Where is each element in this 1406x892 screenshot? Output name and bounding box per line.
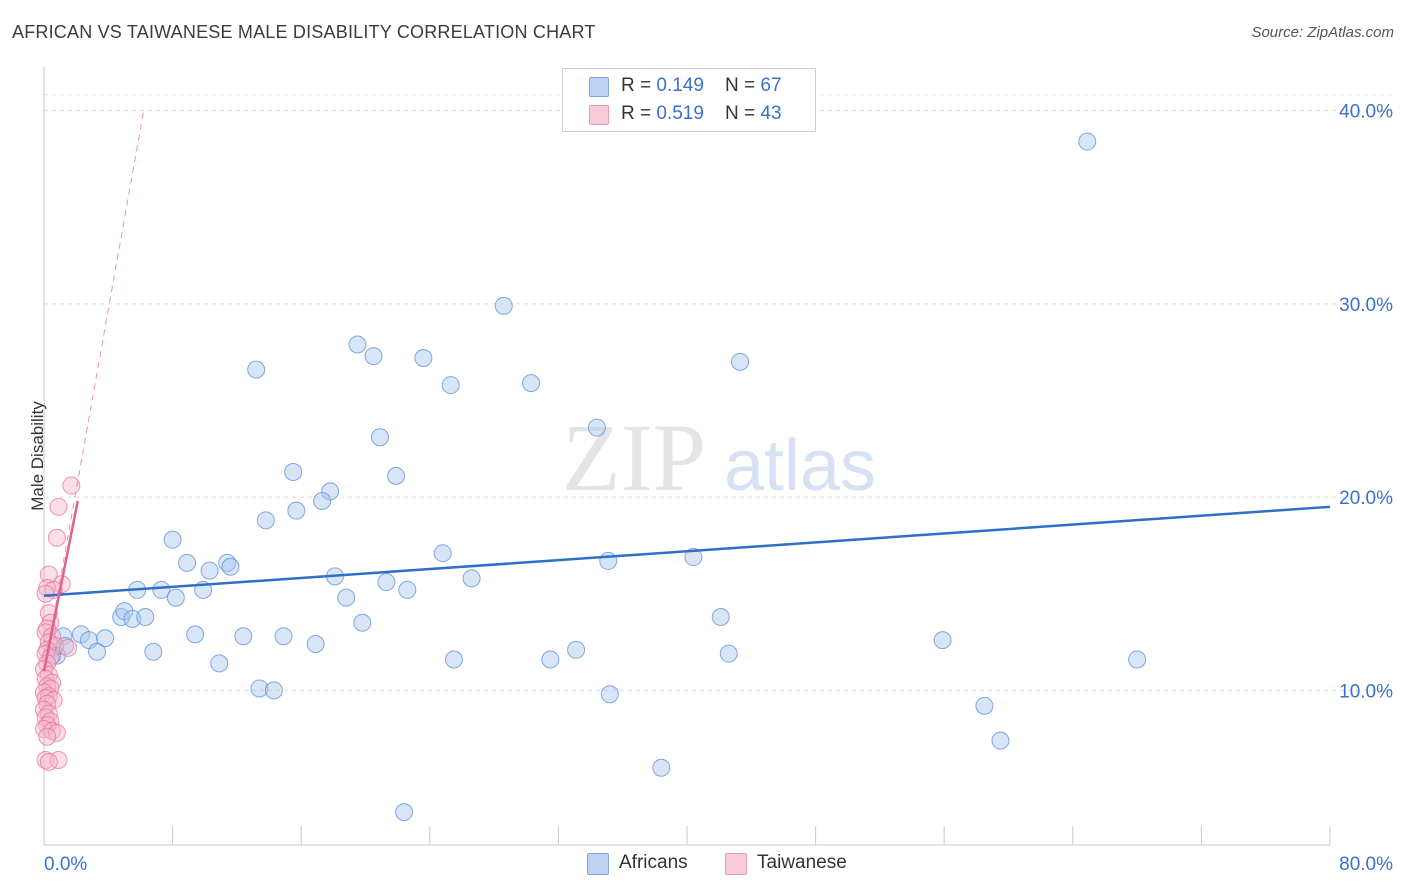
point-africans — [398, 580, 417, 599]
point-africans — [600, 685, 619, 704]
point-africans — [364, 347, 383, 366]
point-africans — [599, 551, 618, 570]
point-africans — [250, 679, 269, 698]
chart-title: AFRICAN VS TAIWANESE MALE DISABILITY COR… — [12, 22, 596, 42]
point-africans — [587, 418, 606, 437]
point-africans — [370, 428, 389, 447]
point-africans — [306, 635, 325, 654]
trend-line-africans — [43, 505, 1331, 597]
bottom-legend-swatch-africans — [587, 853, 609, 875]
point-africans — [221, 557, 240, 576]
point-africans — [652, 758, 671, 777]
grid-lines — [44, 94, 1392, 691]
point-africans — [200, 561, 219, 580]
point-africans — [178, 553, 197, 572]
point-africans — [387, 466, 406, 485]
point-africans — [719, 644, 738, 663]
point-africans — [462, 569, 481, 588]
y-tick-label: 30.0% — [1339, 295, 1393, 316]
point-africans — [1078, 132, 1097, 151]
legend-text-taiwanese: R = 0.519 N = 43 — [621, 103, 782, 124]
y-tick-label: 10.0% — [1339, 681, 1393, 702]
y-tick-label: 20.0% — [1339, 488, 1393, 509]
bottom-legend-label-africans: Africans — [619, 852, 688, 873]
point-africans — [210, 654, 229, 673]
legend-swatch-taiwanese — [589, 105, 609, 125]
point-taiwanese — [47, 528, 66, 547]
point-taiwanese — [62, 476, 81, 495]
point-africans — [186, 625, 205, 644]
point-africans — [494, 296, 513, 315]
point-africans — [313, 492, 332, 511]
watermark-atlas: atlas — [724, 426, 876, 506]
point-africans — [567, 640, 586, 659]
point-africans — [991, 731, 1010, 750]
point-africans — [166, 588, 185, 607]
x-tick-label: 80.0% — [1339, 854, 1393, 875]
trend-line-taiwanese — [42, 500, 79, 672]
y-tick-label: 40.0% — [1339, 102, 1393, 123]
point-africans — [933, 631, 952, 650]
point-africans — [731, 352, 750, 371]
chart-source: Source: ZipAtlas.com — [1251, 24, 1394, 41]
tick-labels: 10.0% 20.0% 30.0% 40.0% 0.0% 80.0% — [44, 102, 1393, 875]
point-africans — [441, 376, 460, 395]
point-africans — [444, 650, 463, 669]
point-africans — [975, 696, 994, 715]
point-africans — [163, 530, 182, 549]
point-africans — [88, 642, 107, 661]
point-taiwanese — [38, 727, 57, 746]
bottom-legend-label-taiwanese: Taiwanese — [757, 852, 847, 873]
x-tick-label: 0.0% — [44, 854, 87, 875]
point-africans — [684, 548, 703, 567]
trend-extension-taiwanese — [43, 110, 145, 672]
legend-text-africans: R = 0.149 N = 67 — [621, 75, 782, 96]
correlation-legend: R = 0.149 N = 67 R = 0.519 N = 43 — [562, 68, 816, 132]
point-africans — [112, 607, 131, 626]
point-africans — [287, 501, 306, 520]
point-africans — [377, 573, 396, 592]
point-africans — [433, 544, 452, 563]
legend-swatch-africans — [589, 77, 609, 97]
point-africans — [264, 681, 283, 700]
bottom-legend-swatch-taiwanese — [725, 853, 747, 875]
point-africans — [1128, 650, 1147, 669]
point-africans — [541, 650, 560, 669]
point-africans — [353, 613, 372, 632]
trend-lines — [42, 110, 1331, 672]
point-africans — [96, 629, 115, 648]
point-africans — [247, 360, 266, 379]
point-taiwanese — [38, 694, 57, 713]
point-taiwanese — [49, 497, 68, 516]
point-africans — [395, 803, 414, 822]
y-axis-label: Male Disability — [28, 401, 47, 511]
watermark-zip: ZIP — [562, 404, 706, 511]
point-taiwanese — [36, 750, 55, 769]
point-taiwanese — [36, 584, 55, 603]
point-taiwanese — [39, 752, 58, 771]
point-africans — [136, 607, 155, 626]
point-africans — [284, 463, 303, 482]
point-africans — [348, 335, 367, 354]
point-africans — [144, 642, 163, 661]
point-africans — [337, 588, 356, 607]
point-taiwanese — [59, 638, 78, 657]
point-africans — [152, 580, 171, 599]
point-taiwanese — [47, 723, 66, 742]
point-africans — [711, 607, 730, 626]
point-africans — [234, 627, 253, 646]
series-africans — [43, 132, 1147, 822]
point-africans — [522, 374, 541, 393]
point-africans — [414, 349, 433, 368]
point-africans — [256, 511, 275, 530]
point-taiwanese — [39, 604, 58, 623]
point-africans — [274, 627, 293, 646]
